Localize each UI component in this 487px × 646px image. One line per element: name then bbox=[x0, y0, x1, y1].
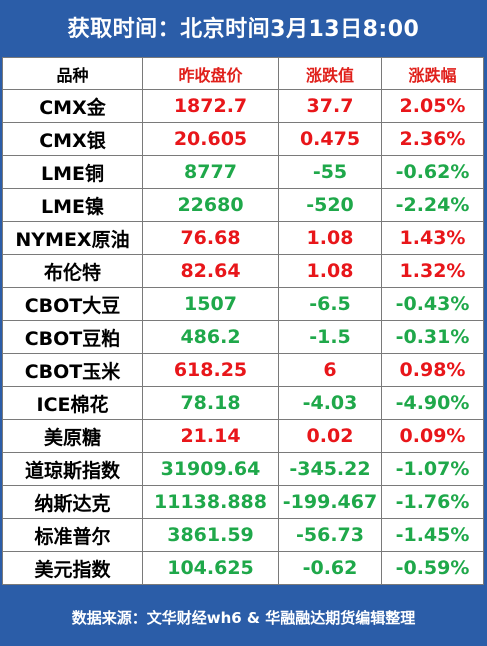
quotes-table: 品种 昨收盘价 涨跌值 涨跌幅 CMX金 1872.7 37.7 2.05% CMX银 2… bbox=[2, 57, 484, 585]
cell-name: 美原糖 bbox=[2, 419, 143, 453]
cell-close: 1872.7 bbox=[142, 89, 279, 123]
cell-name: CMX银 bbox=[2, 122, 143, 156]
cell-close: 31909.64 bbox=[142, 452, 279, 486]
table-row: 标准普尔 3861.59 -56.73 -1.45% bbox=[2, 518, 484, 552]
cell-change: -56.73 bbox=[278, 518, 382, 552]
cell-name: LME镍 bbox=[2, 188, 143, 222]
source-footer: 数据来源：文华财经wh6 & 华融融达期货编辑整理 bbox=[71, 608, 416, 627]
table-row: 纳斯达克 11138.888 -199.467 -1.76% bbox=[2, 485, 484, 519]
table-row: CBOT大豆 1507 -6.5 -0.43% bbox=[2, 287, 484, 321]
cell-pct: -0.59% bbox=[381, 551, 484, 585]
table-row: 布伦特 82.64 1.08 1.32% bbox=[2, 254, 484, 288]
cell-pct: 1.43% bbox=[381, 221, 484, 255]
cell-change: -345.22 bbox=[278, 452, 382, 486]
table-row: ICE棉花 78.18 -4.03 -4.90% bbox=[2, 386, 484, 420]
cell-change: -199.467 bbox=[278, 485, 382, 519]
cell-name: 标准普尔 bbox=[2, 518, 143, 552]
cell-name: LME铜 bbox=[2, 155, 143, 189]
cell-close: 3861.59 bbox=[142, 518, 279, 552]
cell-close: 20.605 bbox=[142, 122, 279, 156]
column-header-change: 涨跌值 bbox=[278, 57, 382, 90]
table-row: CBOT豆粕 486.2 -1.5 -0.31% bbox=[2, 320, 484, 354]
cell-close: 8777 bbox=[142, 155, 279, 189]
cell-name: CBOT大豆 bbox=[2, 287, 143, 321]
table-row: CMX金 1872.7 37.7 2.05% bbox=[2, 89, 484, 123]
cell-pct: -0.31% bbox=[381, 320, 484, 354]
cell-change: 37.7 bbox=[278, 89, 382, 123]
table-row: 美原糖 21.14 0.02 0.09% bbox=[2, 419, 484, 453]
cell-change: -4.03 bbox=[278, 386, 382, 420]
table-body: CMX金 1872.7 37.7 2.05% CMX银 20.605 0.475 2.36% L… bbox=[2, 89, 484, 585]
cell-pct: 2.36% bbox=[381, 122, 484, 156]
cell-change: -520 bbox=[278, 188, 382, 222]
cell-close: 11138.888 bbox=[142, 485, 279, 519]
cell-close: 1507 bbox=[142, 287, 279, 321]
cell-name: ICE棉花 bbox=[2, 386, 143, 420]
cell-pct: -4.90% bbox=[381, 386, 484, 420]
table-row: CMX银 20.605 0.475 2.36% bbox=[2, 122, 484, 156]
cell-close: 618.25 bbox=[142, 353, 279, 387]
cell-change: -55 bbox=[278, 155, 382, 189]
cell-change: 1.08 bbox=[278, 221, 382, 255]
column-header-close: 昨收盘价 bbox=[142, 57, 279, 90]
cell-close: 104.625 bbox=[142, 551, 279, 585]
cell-pct: -2.24% bbox=[381, 188, 484, 222]
column-header-pct: 涨跌幅 bbox=[381, 57, 484, 90]
cell-name: 纳斯达克 bbox=[2, 485, 143, 519]
cell-close: 78.18 bbox=[142, 386, 279, 420]
cell-pct: -1.76% bbox=[381, 485, 484, 519]
cell-change: 0.475 bbox=[278, 122, 382, 156]
cell-change: 1.08 bbox=[278, 254, 382, 288]
cell-close: 22680 bbox=[142, 188, 279, 222]
cell-close: 76.68 bbox=[142, 221, 279, 255]
cell-change: -1.5 bbox=[278, 320, 382, 354]
cell-close: 21.14 bbox=[142, 419, 279, 453]
cell-pct: 0.09% bbox=[381, 419, 484, 453]
table-row: 道琼斯指数 31909.64 -345.22 -1.07% bbox=[2, 452, 484, 486]
cell-pct: -0.43% bbox=[381, 287, 484, 321]
page-title: 获取时间：北京时间3月13日8:00 bbox=[67, 16, 420, 42]
table-row: CBOT玉米 618.25 6 0.98% bbox=[2, 353, 484, 387]
cell-name: CBOT豆粕 bbox=[2, 320, 143, 354]
cell-change: -6.5 bbox=[278, 287, 382, 321]
cell-change: 0.02 bbox=[278, 419, 382, 453]
cell-pct: -1.07% bbox=[381, 452, 484, 486]
column-header-name: 品种 bbox=[2, 57, 143, 90]
table-row: 美元指数 104.625 -0.62 -0.59% bbox=[2, 551, 484, 585]
cell-pct: -0.62% bbox=[381, 155, 484, 189]
table-header-row: 品种 昨收盘价 涨跌值 涨跌幅 bbox=[2, 57, 484, 90]
table-row: NYMEX原油 76.68 1.08 1.43% bbox=[2, 221, 484, 255]
cell-pct: 1.32% bbox=[381, 254, 484, 288]
cell-name: CBOT玉米 bbox=[2, 353, 143, 387]
cell-name: 道琼斯指数 bbox=[2, 452, 143, 486]
table-row: LME铜 8777 -55 -0.62% bbox=[2, 155, 484, 189]
cell-pct: 2.05% bbox=[381, 89, 484, 123]
cell-name: CMX金 bbox=[2, 89, 143, 123]
quotes-table-container: 品种 昨收盘价 涨跌值 涨跌幅 CMX金 1872.7 37.7 2.05% CMX银 2… bbox=[2, 57, 484, 585]
cell-name: 布伦特 bbox=[2, 254, 143, 288]
cell-close: 486.2 bbox=[142, 320, 279, 354]
cell-name: NYMEX原油 bbox=[2, 221, 143, 255]
cell-change: -0.62 bbox=[278, 551, 382, 585]
table-row: LME镍 22680 -520 -2.24% bbox=[2, 188, 484, 222]
cell-close: 82.64 bbox=[142, 254, 279, 288]
cell-pct: 0.98% bbox=[381, 353, 484, 387]
cell-name: 美元指数 bbox=[2, 551, 143, 585]
cell-pct: -1.45% bbox=[381, 518, 484, 552]
cell-change: 6 bbox=[278, 353, 382, 387]
